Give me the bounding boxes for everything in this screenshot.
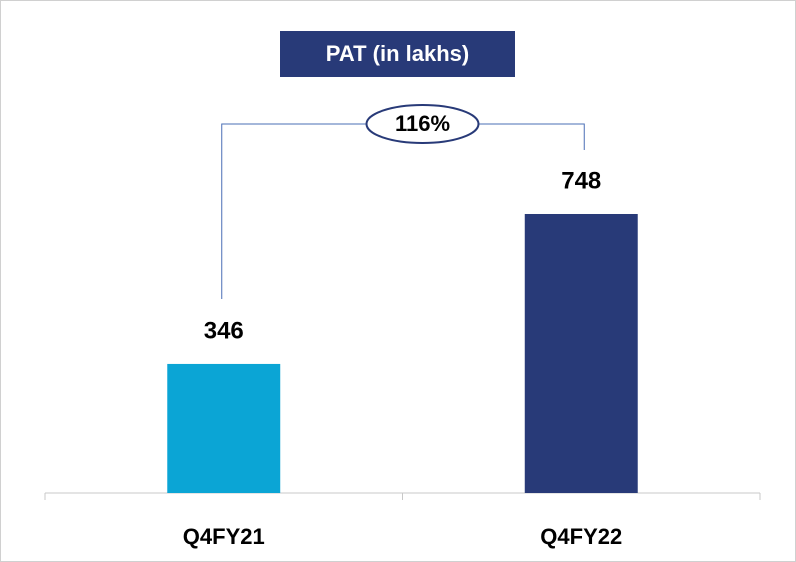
- chart-title: PAT (in lakhs): [326, 41, 469, 66]
- annotation-ellipse: [365, 104, 480, 144]
- bar: [167, 363, 281, 493]
- x-tick-label: Q4FY22: [540, 524, 622, 549]
- connector: [478, 123, 585, 150]
- x-tick-label: Q4FY21: [183, 524, 265, 549]
- data-label: 748: [561, 167, 601, 194]
- annotation: 116%: [395, 111, 450, 136]
- data-label: 346: [204, 317, 244, 344]
- bar: [524, 213, 638, 493]
- connector: [221, 123, 367, 299]
- title-box: [280, 31, 515, 77]
